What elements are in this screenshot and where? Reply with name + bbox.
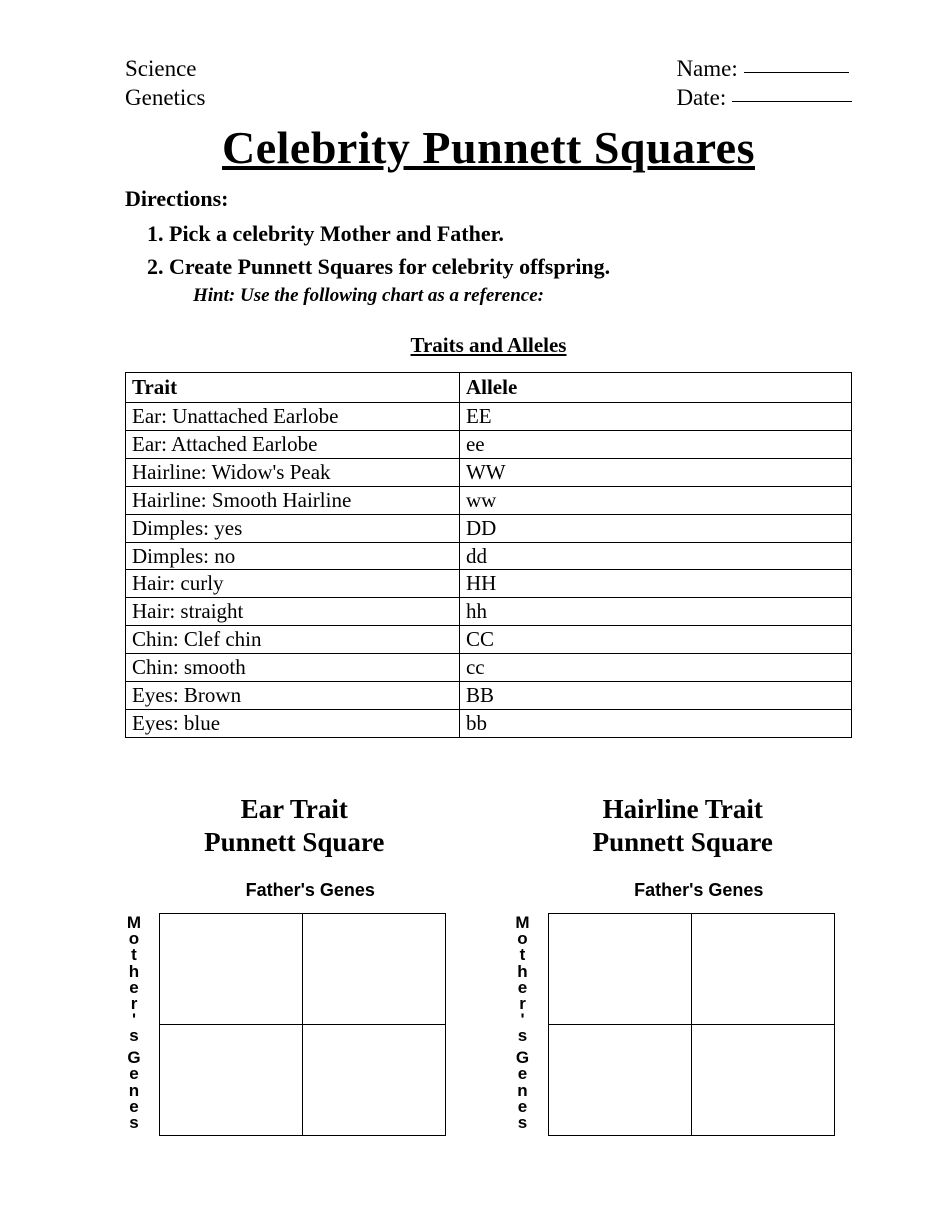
- punnett-cell[interactable]: [691, 914, 834, 1025]
- col-header-allele: Allele: [459, 373, 851, 403]
- trait-cell: Hairline: Widow's Peak: [126, 458, 460, 486]
- table-row: Dimples: nodd: [126, 542, 852, 570]
- name-label: Name:: [676, 56, 737, 81]
- punnett-square-grid: [159, 913, 446, 1136]
- fathers-genes-label: Father's Genes: [546, 880, 853, 901]
- traits-table: Trait Allele Ear: Unattached EarlobeEEEa…: [125, 372, 852, 737]
- square-wrap: Mother'sGenes: [125, 913, 464, 1136]
- trait-cell: Eyes: blue: [126, 709, 460, 737]
- trait-cell: Dimples: yes: [126, 514, 460, 542]
- punnett-title-line2: Punnett Square: [204, 827, 384, 857]
- col-header-trait: Trait: [126, 373, 460, 403]
- allele-cell: WW: [459, 458, 851, 486]
- trait-cell: Hair: straight: [126, 598, 460, 626]
- punnett-cell[interactable]: [160, 1025, 303, 1136]
- punnett-title: Hairline Trait Punnett Square: [514, 793, 853, 861]
- topic-label: Genetics: [125, 84, 205, 113]
- punnett-cell[interactable]: [303, 914, 446, 1025]
- table-row: Hair: curlyHH: [126, 570, 852, 598]
- punnett-cell[interactable]: [303, 1025, 446, 1136]
- punnett-square-grid: [548, 913, 835, 1136]
- allele-cell: ww: [459, 486, 851, 514]
- table-row: Hairline: Widow's PeakWW: [126, 458, 852, 486]
- direction-item: Pick a celebrity Mother and Father.: [169, 218, 852, 250]
- allele-cell: EE: [459, 403, 851, 431]
- table-row: Ear: Attached Earlobeee: [126, 431, 852, 459]
- trait-cell: Eyes: Brown: [126, 681, 460, 709]
- allele-cell: HH: [459, 570, 851, 598]
- allele-cell: dd: [459, 542, 851, 570]
- table-row: Chin: Clef chinCC: [126, 626, 852, 654]
- punnett-block-hairline: Hairline Trait Punnett Square Father's G…: [514, 793, 853, 1137]
- table-row: Hairline: Smooth Hairlineww: [126, 486, 852, 514]
- date-field-row: Date:: [676, 84, 852, 113]
- punnett-title-line1: Ear Trait: [241, 794, 348, 824]
- mothers-genes-label: Mother'sGenes: [514, 915, 532, 1131]
- trait-cell: Dimples: no: [126, 542, 460, 570]
- header-right: Name: Date:: [676, 55, 852, 113]
- name-blank[interactable]: [744, 72, 849, 73]
- name-field-row: Name:: [676, 55, 852, 84]
- trait-cell: Ear: Attached Earlobe: [126, 431, 460, 459]
- mothers-genes-label: Mother'sGenes: [125, 915, 143, 1131]
- punnett-row: Ear Trait Punnett Square Father's Genes …: [125, 793, 852, 1137]
- trait-cell: Hairline: Smooth Hairline: [126, 486, 460, 514]
- fathers-genes-label: Father's Genes: [157, 880, 464, 901]
- traits-table-body: Ear: Unattached EarlobeEEEar: Attached E…: [126, 403, 852, 738]
- trait-cell: Chin: smooth: [126, 654, 460, 682]
- punnett-block-ear: Ear Trait Punnett Square Father's Genes …: [125, 793, 464, 1137]
- table-row: Dimples: yesDD: [126, 514, 852, 542]
- directions-list: Pick a celebrity Mother and Father. Crea…: [169, 218, 852, 284]
- directions-hint: Hint: Use the following chart as a refer…: [193, 285, 852, 307]
- punnett-cell[interactable]: [548, 914, 691, 1025]
- allele-cell: ee: [459, 431, 851, 459]
- table-row: Hair: straighthh: [126, 598, 852, 626]
- allele-cell: CC: [459, 626, 851, 654]
- table-row: Chin: smoothcc: [126, 654, 852, 682]
- punnett-cell[interactable]: [691, 1025, 834, 1136]
- punnett-title: Ear Trait Punnett Square: [125, 793, 464, 861]
- date-blank[interactable]: [732, 101, 852, 102]
- table-header-row: Trait Allele: [126, 373, 852, 403]
- punnett-cell[interactable]: [548, 1025, 691, 1136]
- punnett-title-line2: Punnett Square: [593, 827, 773, 857]
- punnett-title-line1: Hairline Trait: [603, 794, 763, 824]
- date-label: Date:: [676, 85, 726, 110]
- direction-item: Create Punnett Squares for celebrity off…: [169, 251, 852, 283]
- allele-cell: bb: [459, 709, 851, 737]
- table-row: Ear: Unattached EarlobeEE: [126, 403, 852, 431]
- punnett-cell[interactable]: [160, 914, 303, 1025]
- allele-cell: hh: [459, 598, 851, 626]
- trait-cell: Hair: curly: [126, 570, 460, 598]
- page-title: Celebrity Punnett Squares: [125, 121, 852, 174]
- allele-cell: cc: [459, 654, 851, 682]
- square-wrap: Mother'sGenes: [514, 913, 853, 1136]
- allele-cell: DD: [459, 514, 851, 542]
- trait-cell: Ear: Unattached Earlobe: [126, 403, 460, 431]
- subject-label: Science: [125, 55, 205, 84]
- table-row: Eyes: BrownBB: [126, 681, 852, 709]
- traits-table-title: Traits and Alleles: [125, 333, 852, 358]
- allele-cell: BB: [459, 681, 851, 709]
- directions-label: Directions:: [125, 186, 852, 212]
- trait-cell: Chin: Clef chin: [126, 626, 460, 654]
- header-left: Science Genetics: [125, 55, 205, 113]
- table-row: Eyes: bluebb: [126, 709, 852, 737]
- header-row: Science Genetics Name: Date:: [125, 55, 852, 113]
- worksheet-page: Science Genetics Name: Date: Celebrity P…: [0, 0, 952, 1176]
